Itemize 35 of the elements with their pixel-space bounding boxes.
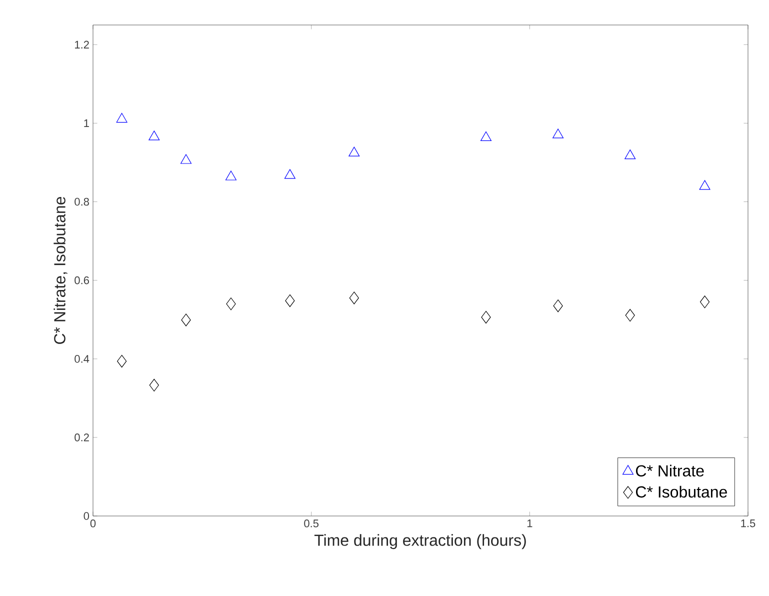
point [116, 112, 128, 123]
y-tick-label: 0.6 [74, 276, 89, 284]
point [349, 292, 359, 304]
point [481, 310, 491, 324]
y-tick-label: 1 [84, 119, 89, 127]
y-tick-label: 1.2 [75, 40, 89, 48]
point [699, 180, 710, 190]
x-tick-label: 1.5 [741, 520, 756, 528]
point [480, 131, 492, 142]
point [624, 149, 636, 160]
y-tick-label: 0 [84, 512, 90, 520]
point [149, 378, 159, 392]
point [225, 170, 236, 180]
point [553, 300, 563, 312]
y-tick-label: 0.8 [74, 198, 89, 206]
x-axis-title: Time during extraction (hours) [314, 534, 526, 550]
point [117, 354, 127, 368]
x-tick-label: 0 [90, 520, 96, 528]
point [284, 169, 296, 179]
point [700, 296, 710, 308]
x-tick-label: 1 [527, 520, 532, 528]
x-tick-label: 0.5 [304, 520, 319, 528]
y-tick-label: 0.2 [74, 434, 89, 442]
y-axis-title: C* Nitrate, Isobutane [54, 196, 68, 344]
point [181, 314, 191, 326]
point [180, 154, 192, 164]
point [348, 146, 360, 156]
y-tick-label: 0.4 [74, 354, 90, 363]
point [285, 294, 295, 308]
point [148, 130, 160, 140]
point [552, 128, 564, 138]
point [625, 308, 635, 322]
point [226, 298, 236, 310]
legend-label: C* Nitrate [636, 464, 704, 477]
legend-label: C* Isobutane [636, 486, 727, 498]
